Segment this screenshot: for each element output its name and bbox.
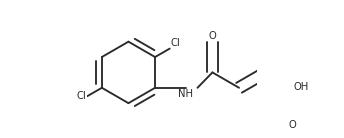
Text: Cl: Cl: [170, 38, 180, 48]
Text: OH: OH: [294, 82, 309, 92]
Text: O: O: [208, 31, 216, 41]
Text: Cl: Cl: [77, 91, 86, 101]
Text: NH: NH: [178, 89, 193, 99]
Text: O: O: [288, 120, 296, 130]
